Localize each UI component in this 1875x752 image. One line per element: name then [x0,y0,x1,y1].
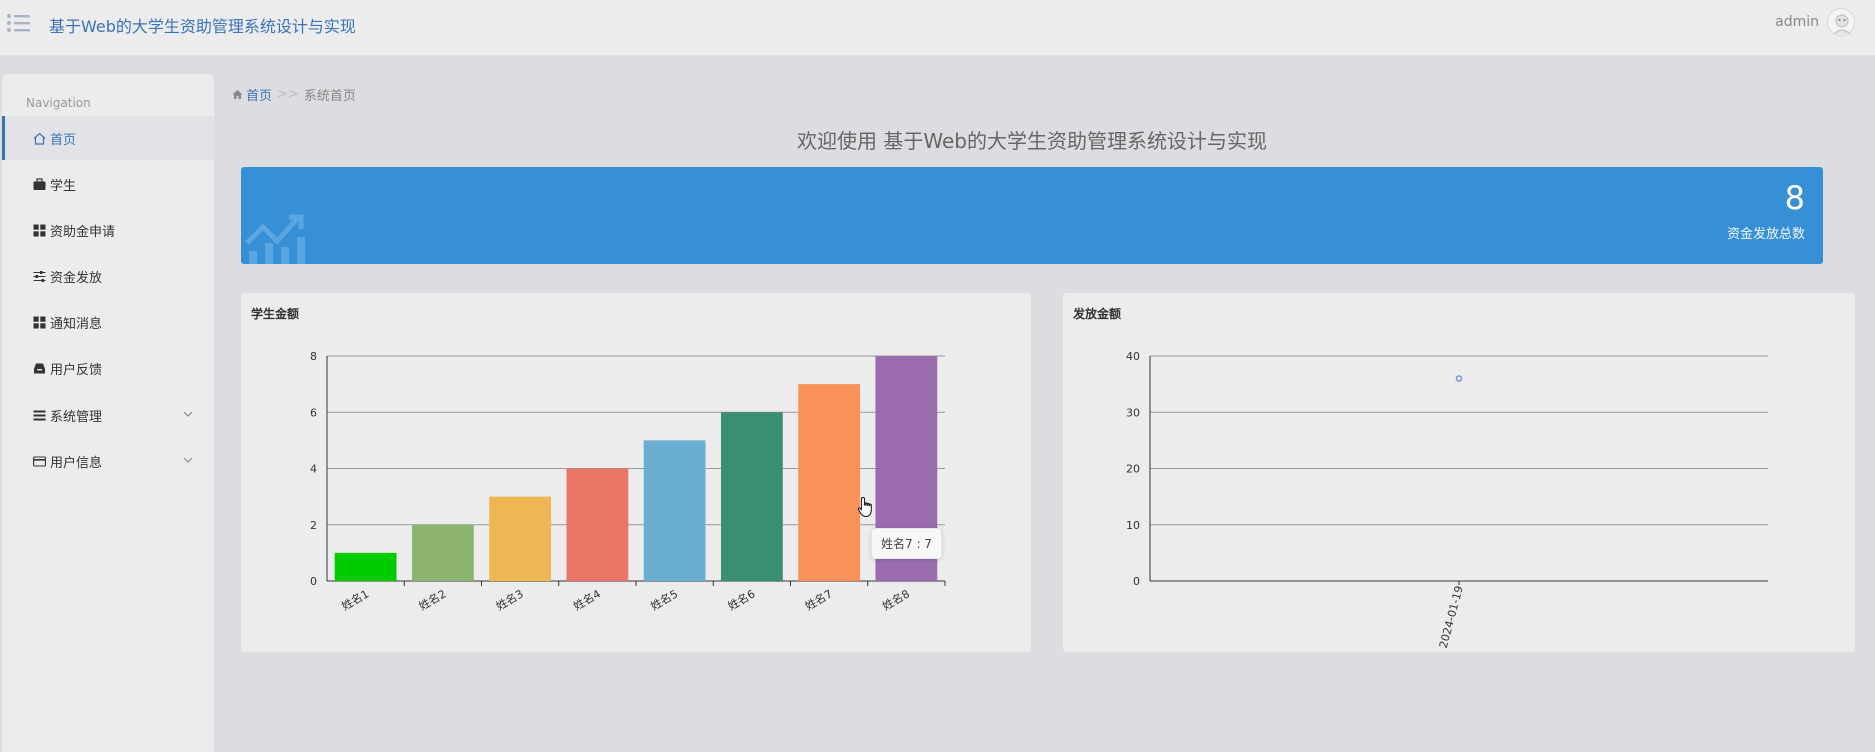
sidebar-item-label: 资助金申请 [50,224,116,240]
breadcrumb-separator: >> [277,87,299,102]
student-amount-panel: 学生金额 0 2 4 6 8 姓名1 姓名2 姓名3 姓名4 姓名5 姓名6 姓名7 姓名8 [241,293,1031,652]
disbursed-amount-chart: 0 10 20 30 40 2024-01-19 [1126,350,1768,650]
card-icon [32,454,46,468]
chart-trend-icon [243,203,315,264]
chevron-down-icon [182,408,194,420]
bar [798,384,861,581]
sidebar-item-aid-application[interactable]: 资助金申请 [2,208,214,252]
bar [489,496,552,581]
y-tick-label: 10 [1126,519,1140,532]
sidebar-item-label: 系统管理 [50,409,103,425]
y-tick-label: 4 [310,463,317,476]
x-tick-label: 姓名4 [571,586,603,613]
panel-title: 学生金额 [251,307,300,321]
stat-value: 8 [1784,179,1805,217]
chart-tooltip: 姓名7 : 7 [871,528,942,559]
student-amount-chart: 0 2 4 6 8 姓名1 姓名2 姓名3 姓名4 姓名5 姓名6 姓名7 姓名8 [310,350,946,613]
sidebar-item-label: 首页 [50,132,77,148]
sidebar: Navigation 首页 学生 资助金申请 资金发放 通知消息 用户 [2,74,214,752]
grid-icon [32,223,46,237]
sidebar-item-label: 通知消息 [50,316,103,332]
stat-label: 资金发放总数 [1726,227,1805,242]
app-title: 基于Web的大学生资助管理系统设计与实现 [49,17,356,36]
sidebar-item-label: 学生 [50,178,77,194]
avatar[interactable] [1827,8,1855,36]
bar [566,468,629,581]
bar [411,524,474,581]
hand-cursor-icon [857,496,875,518]
nav-heading: Navigation [26,96,91,110]
home-icon [232,89,243,100]
y-tick-label: 8 [310,350,317,363]
bar [720,412,783,581]
sidebar-item-system-management[interactable]: 系统管理 [2,393,214,437]
sliders-icon [32,269,46,283]
x-tick-label: 姓名8 [880,586,912,613]
sidebar-item-notifications[interactable]: 通知消息 [2,300,214,344]
user-name[interactable]: admin [1775,14,1819,30]
sidebar-item-feedback[interactable]: 用户反馈 [2,346,214,390]
sidebar-item-label: 用户反馈 [50,362,103,378]
disbursed-amount-panel: 发放金额 0 10 20 30 40 2024-01-19 [1063,293,1855,652]
x-tick-label: 姓名2 [416,586,448,613]
sidebar-item-fund-disbursement[interactable]: 资金发放 [2,254,214,298]
sidebar-item-label: 资金发放 [50,270,103,286]
welcome-title: 欢迎使用 基于Web的大学生资助管理系统设计与实现 [797,129,1267,153]
x-tick-label: 姓名6 [725,586,757,613]
sidebar-item-label: 用户信息 [50,455,103,471]
sidebar-item-user-info[interactable]: 用户信息 [2,439,214,483]
inbox-icon [32,361,46,375]
briefcase-icon [32,177,46,191]
x-tick-label: 姓名1 [339,586,371,613]
home-icon [32,131,46,145]
panel-title: 发放金额 [1073,307,1122,321]
x-tick-label: 姓名5 [648,586,680,613]
y-tick-label: 0 [310,575,317,588]
x-tick-label: 姓名7 [803,586,835,613]
bar [334,552,397,581]
breadcrumb-home-link[interactable]: 首页 [246,89,273,104]
breadcrumb-current: 系统首页 [303,89,356,104]
x-tick-label: 姓名3 [494,586,526,613]
menu-toggle-icon[interactable] [6,12,32,34]
y-tick-label: 2 [310,519,317,532]
y-tick-label: 40 [1126,350,1140,363]
y-tick-label: 30 [1126,406,1140,419]
chevron-down-icon [182,454,194,466]
list-icon [32,408,46,422]
top-bar: 基于Web的大学生资助管理系统设计与实现 admin [0,0,1875,56]
bar [643,440,706,581]
sidebar-item-home[interactable]: 首页 [2,116,214,160]
stat-card: 8 资金发放总数 [241,167,1823,264]
x-tick-label: 2024-01-19 [1437,584,1466,649]
data-point [1455,375,1463,382]
sidebar-item-students[interactable]: 学生 [2,162,214,206]
breadcrumb: 首页 >> 系统首页 [232,85,356,104]
y-tick-label: 0 [1133,575,1140,588]
grid-icon [32,315,46,329]
y-tick-label: 20 [1126,463,1140,476]
y-tick-label: 6 [310,406,317,419]
